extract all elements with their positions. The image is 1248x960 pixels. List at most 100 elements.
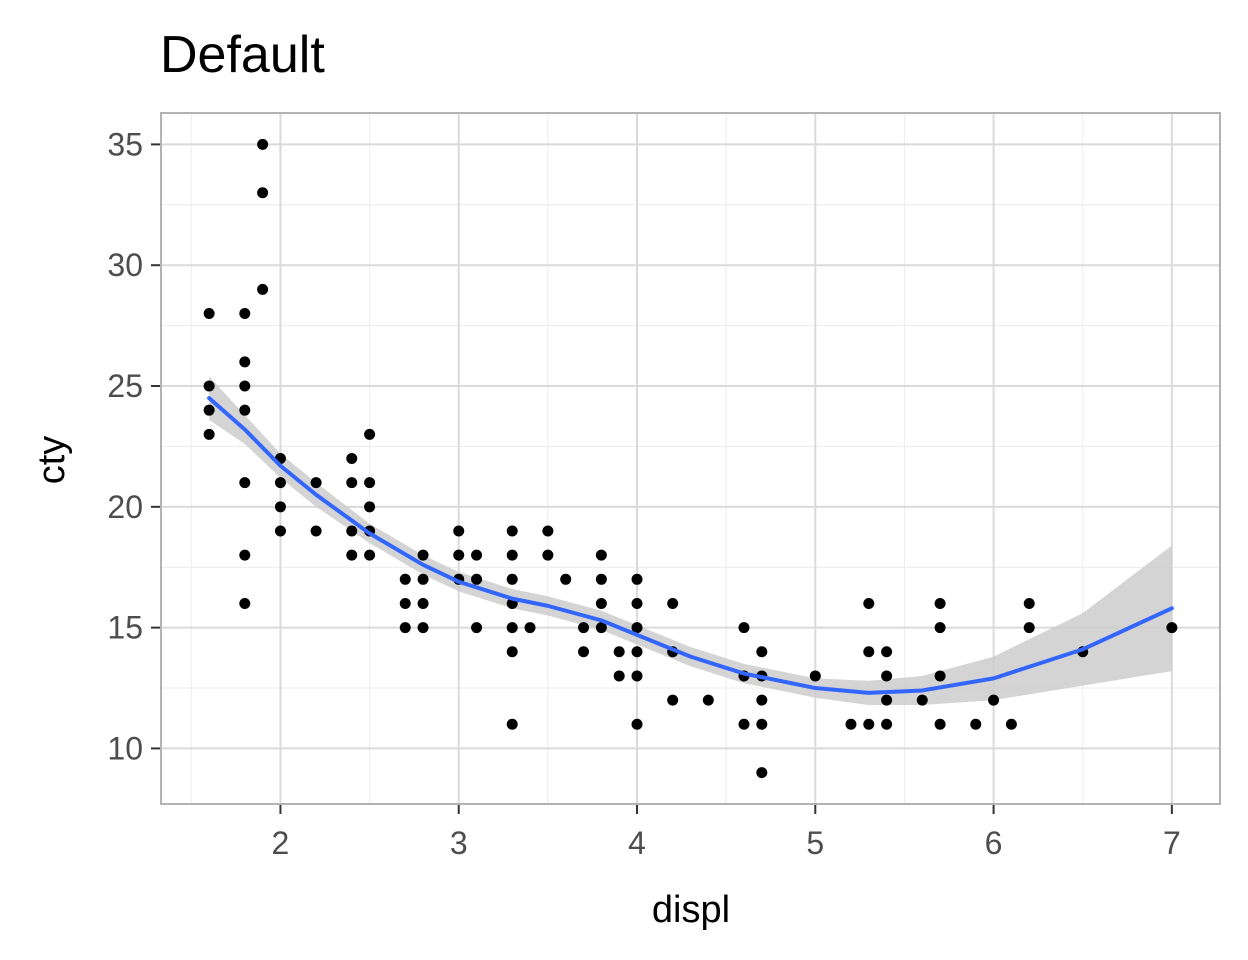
data-point — [417, 597, 429, 609]
data-point — [881, 694, 893, 706]
y-tick-label: 35 — [107, 126, 143, 162]
data-point — [506, 622, 518, 634]
data-point — [667, 694, 679, 706]
data-point — [203, 428, 215, 440]
data-point — [595, 549, 607, 561]
data-point — [524, 622, 536, 634]
x-tick-label: 7 — [1163, 825, 1181, 861]
x-tick-label: 4 — [628, 825, 646, 861]
data-point — [1023, 597, 1035, 609]
data-point — [239, 404, 251, 416]
confidence-ribbon — [209, 376, 1172, 705]
data-point — [239, 380, 251, 392]
x-tick-label: 3 — [450, 825, 468, 861]
data-point — [257, 138, 269, 150]
data-point — [738, 622, 750, 634]
data-point — [631, 718, 643, 730]
data-point — [631, 622, 643, 634]
smooth-line — [207, 396, 1174, 695]
data-point — [417, 549, 429, 561]
y-tick-label: 30 — [107, 247, 143, 283]
x-tick-label: 6 — [985, 825, 1003, 861]
data-point — [471, 622, 483, 634]
data-point — [756, 646, 768, 658]
data-point — [471, 549, 483, 561]
data-point — [595, 597, 607, 609]
data-point — [506, 549, 518, 561]
data-point — [934, 670, 946, 682]
data-point — [471, 573, 483, 585]
data-point — [239, 356, 251, 368]
data-point — [595, 622, 607, 634]
data-point — [239, 477, 251, 489]
data-point — [1166, 622, 1178, 634]
confidence-ribbon-layer — [209, 376, 1172, 705]
y-tick-label: 10 — [107, 730, 143, 766]
data-point — [542, 549, 554, 561]
data-point — [934, 597, 946, 609]
data-point — [881, 670, 893, 682]
data-point — [578, 622, 590, 634]
data-point — [595, 573, 607, 585]
data-point — [346, 453, 358, 464]
data-point — [506, 718, 518, 730]
data-point — [399, 573, 411, 585]
data-point — [399, 622, 411, 634]
x-tick-label: 5 — [806, 825, 824, 861]
data-point — [364, 477, 376, 489]
data-point — [863, 646, 875, 658]
data-point — [809, 670, 821, 682]
data-point — [203, 404, 215, 416]
data-point — [453, 525, 465, 537]
data-point — [453, 549, 465, 561]
ticks-layer: 2 3 4 5 6 7 10 15 20 25 30 35 — [107, 126, 1180, 861]
data-point — [631, 670, 643, 682]
panel-border — [160, 112, 1221, 805]
y-tick-label: 25 — [107, 368, 143, 404]
data-point — [310, 477, 322, 489]
data-point — [578, 646, 590, 658]
x-axis-title: displ — [652, 889, 730, 931]
data-point — [346, 525, 358, 537]
data-point — [988, 694, 1000, 706]
data-point — [274, 501, 286, 513]
data-point — [560, 573, 572, 585]
data-point — [274, 525, 286, 537]
data-point — [738, 718, 750, 730]
data-point — [364, 428, 376, 440]
data-point — [239, 549, 251, 561]
data-point — [506, 646, 518, 658]
data-point — [613, 646, 625, 658]
data-point — [346, 549, 358, 561]
data-point — [631, 646, 643, 658]
data-point — [203, 380, 215, 392]
data-point — [417, 622, 429, 634]
data-point — [1005, 718, 1017, 730]
major-grid — [161, 113, 1220, 804]
data-point — [934, 622, 946, 634]
data-point — [399, 597, 411, 609]
chart-title: Default — [160, 26, 325, 84]
data-point — [364, 549, 376, 561]
data-point — [1023, 622, 1035, 634]
y-tick-label: 15 — [107, 610, 143, 646]
data-point — [667, 597, 679, 609]
data-point — [257, 283, 269, 295]
data-point — [506, 525, 518, 537]
data-point — [916, 694, 928, 706]
data-point — [845, 718, 857, 730]
data-point — [239, 597, 251, 609]
data-point — [257, 187, 269, 199]
y-tick-label: 20 — [107, 489, 143, 525]
data-point — [756, 718, 768, 730]
data-point — [346, 477, 358, 489]
data-point — [613, 670, 625, 682]
data-point — [881, 718, 893, 730]
data-point — [631, 597, 643, 609]
data-point — [702, 694, 714, 706]
data-point — [631, 573, 643, 585]
data-point — [881, 646, 893, 658]
data-point — [203, 308, 215, 320]
